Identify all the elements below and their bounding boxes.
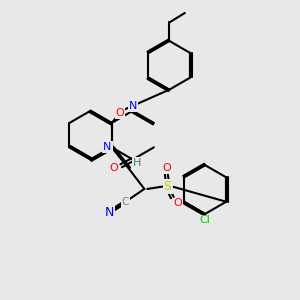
Text: O: O (109, 164, 118, 173)
Text: O: O (162, 163, 171, 173)
Text: S: S (164, 180, 172, 193)
Text: H: H (132, 158, 141, 168)
Text: O: O (116, 108, 124, 118)
Text: C: C (122, 197, 129, 207)
Text: O: O (173, 199, 182, 208)
Text: N: N (103, 142, 112, 152)
Text: N: N (105, 206, 114, 219)
Text: Cl: Cl (200, 215, 211, 225)
Text: N: N (129, 101, 137, 111)
